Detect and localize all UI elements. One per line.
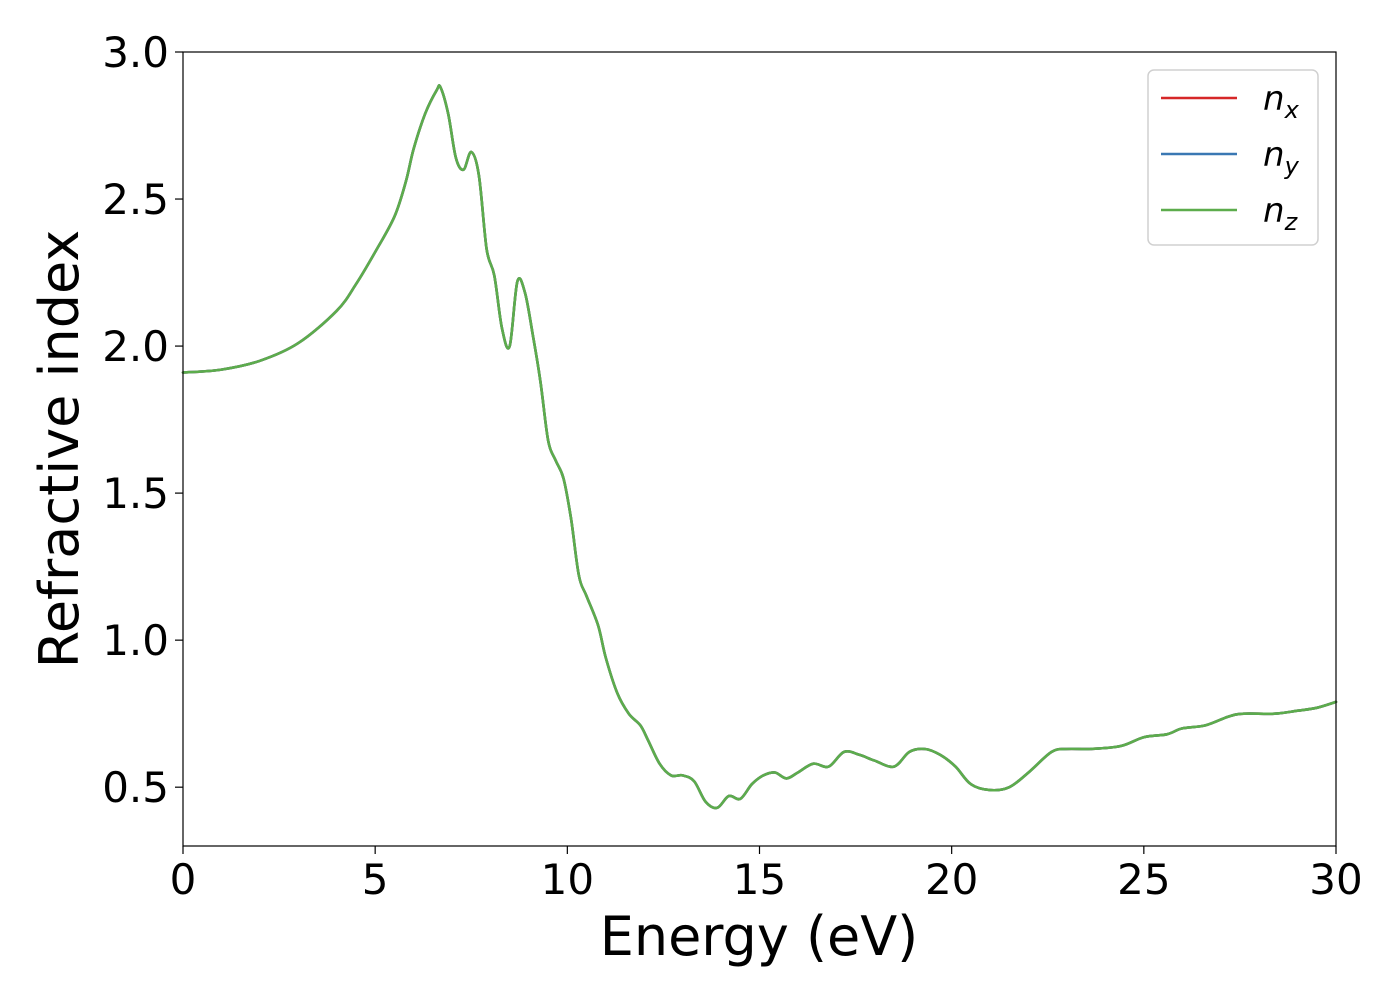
y-tick-label: 3.0 bbox=[102, 28, 169, 77]
y-axis-ticks: 0.5 1.0 1.5 2.0 2.5 3.0 bbox=[102, 28, 183, 812]
x-tick-label: 5 bbox=[362, 855, 389, 904]
legend-box bbox=[1147, 69, 1319, 246]
x-tick-label: 15 bbox=[733, 855, 786, 904]
y-tick-label: 1.0 bbox=[102, 616, 169, 665]
y-tick-label: 0.5 bbox=[102, 763, 169, 812]
x-tick-label: 10 bbox=[541, 855, 594, 904]
x-tick-label: 30 bbox=[1309, 855, 1362, 904]
y-tick-label: 2.0 bbox=[102, 322, 169, 371]
series-line-n-z bbox=[181, 84, 1338, 810]
series-lines bbox=[181, 84, 1338, 810]
legend-label-z: nz bbox=[1263, 191, 1299, 236]
legend-label-x: nx bbox=[1263, 79, 1300, 124]
x-tick-label: 20 bbox=[925, 855, 978, 904]
y-axis-label: Refractive index bbox=[28, 230, 91, 669]
y-tick-label: 2.5 bbox=[102, 175, 169, 224]
y-tick-label: 1.5 bbox=[102, 469, 169, 518]
x-tick-label: 0 bbox=[170, 855, 197, 904]
x-axis-label: Energy (eV) bbox=[600, 905, 919, 968]
x-tick-label: 25 bbox=[1117, 855, 1170, 904]
plot-area bbox=[183, 52, 1336, 846]
x-axis-ticks: 0 5 10 15 20 25 30 bbox=[170, 846, 1363, 904]
legend: nx ny nz bbox=[1147, 69, 1319, 246]
legend-label-y: ny bbox=[1263, 135, 1300, 180]
